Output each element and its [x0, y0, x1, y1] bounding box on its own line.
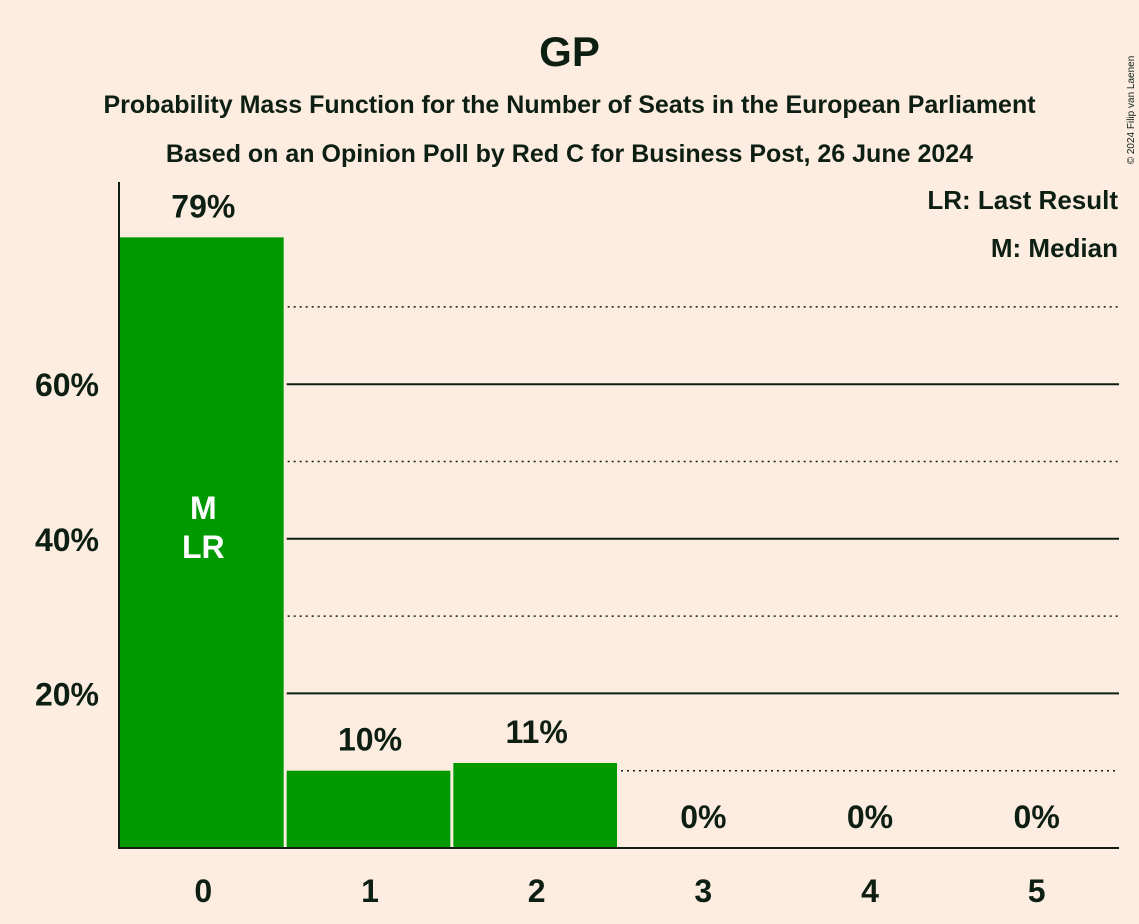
data-label-5: 0% — [1014, 799, 1060, 835]
x-tick-label-4: 4 — [861, 873, 879, 909]
data-label-1: 10% — [338, 722, 402, 758]
legend-last-result: LR: Last Result — [927, 185, 1118, 215]
bar-labels: 79% 10% 11% 0% 0% 0% MLR — [171, 188, 1059, 835]
copyright-notice: © 2024 Filip van Laenen — [1126, 56, 1137, 165]
y-tick-label-60: 60% — [35, 367, 99, 403]
x-tick-label-2: 2 — [528, 873, 546, 909]
bar-2 — [453, 762, 617, 848]
x-axis-ticks: 0 1 2 3 4 5 — [194, 873, 1045, 909]
legend-median: M: Median — [991, 233, 1118, 263]
x-tick-label-3: 3 — [694, 873, 712, 909]
y-axis-ticks: 20% 40% 60% — [35, 367, 99, 712]
x-tick-label-5: 5 — [1028, 873, 1046, 909]
data-label-0: 79% — [171, 188, 235, 224]
y-tick-label-20: 20% — [35, 676, 99, 712]
chart-title: GP — [539, 28, 600, 75]
data-label-2: 11% — [506, 714, 568, 750]
bar-1 — [286, 770, 451, 848]
bar-marker-m: M — [190, 490, 217, 526]
y-tick-label-40: 40% — [35, 522, 99, 558]
gridlines — [286, 306, 1119, 772]
data-label-3: 0% — [680, 799, 726, 835]
x-tick-label-1: 1 — [361, 873, 379, 909]
bar-marker-lr: LR — [182, 529, 225, 565]
data-label-4: 0% — [847, 799, 893, 835]
chart-subtitle-line-2: Based on an Opinion Poll by Red C for Bu… — [166, 140, 973, 168]
bars — [120, 237, 617, 848]
bar-0 — [120, 237, 284, 848]
x-tick-label-0: 0 — [194, 873, 212, 909]
chart-subtitle-line-1: Probability Mass Function for the Number… — [103, 91, 1036, 119]
